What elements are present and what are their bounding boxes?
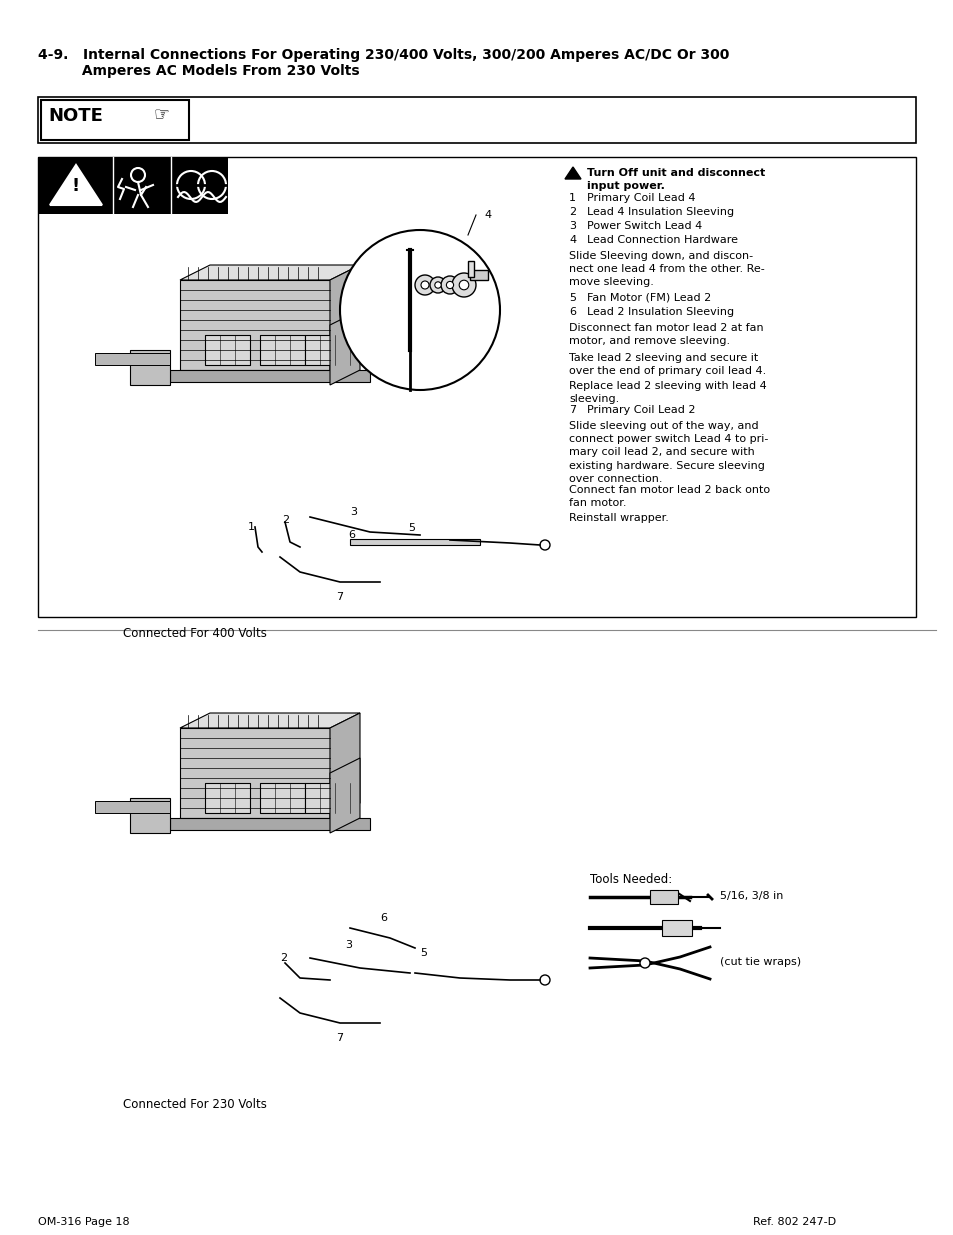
Circle shape <box>339 230 499 390</box>
Bar <box>95 802 170 813</box>
Polygon shape <box>180 713 359 727</box>
Circle shape <box>415 275 435 295</box>
Bar <box>38 157 228 214</box>
Text: 1: 1 <box>248 522 254 532</box>
Polygon shape <box>415 315 470 370</box>
Text: 5: 5 <box>568 293 576 303</box>
Text: 5: 5 <box>419 948 427 958</box>
Text: Fan Motor (FM) Lead 2: Fan Motor (FM) Lead 2 <box>586 293 711 303</box>
Text: 6: 6 <box>348 530 355 540</box>
Text: !: ! <box>71 177 80 195</box>
Text: Slide sleeving out of the way, and
connect power switch Lead 4 to pri-
mary coil: Slide sleeving out of the way, and conne… <box>568 421 767 484</box>
Text: OM-316 Page 18: OM-316 Page 18 <box>38 1216 130 1228</box>
Text: 2: 2 <box>282 515 289 525</box>
Text: Lead 4 Insulation Sleeving: Lead 4 Insulation Sleeving <box>586 207 734 217</box>
Circle shape <box>430 277 446 293</box>
Polygon shape <box>330 713 359 818</box>
Bar <box>41 100 189 140</box>
Bar <box>468 261 474 277</box>
Text: 1: 1 <box>568 193 576 203</box>
Text: 4-9.   Internal Connections For Operating 230/400 Volts, 300/200 Amperes AC/DC O: 4-9. Internal Connections For Operating … <box>38 48 729 62</box>
Circle shape <box>435 282 440 288</box>
Polygon shape <box>330 758 359 832</box>
Text: Lead Connection Hardware: Lead Connection Hardware <box>586 235 738 245</box>
Text: Ref. 802 247-D: Ref. 802 247-D <box>752 1216 835 1228</box>
Bar <box>305 335 350 366</box>
Text: Primary Coil Lead 4: Primary Coil Lead 4 <box>586 193 695 203</box>
Text: Take lead 2 sleeving and secure it
over the end of primary coil lead 4.: Take lead 2 sleeving and secure it over … <box>568 353 765 377</box>
Text: Connected For 230 Volts: Connected For 230 Volts <box>123 1098 267 1112</box>
Bar <box>305 783 350 813</box>
Text: Tools Needed:: Tools Needed: <box>589 873 672 885</box>
Bar <box>170 818 370 830</box>
Circle shape <box>639 958 649 968</box>
Circle shape <box>458 280 468 290</box>
Polygon shape <box>130 350 170 385</box>
Bar <box>38 157 915 618</box>
Text: 2: 2 <box>568 207 576 217</box>
Text: 5/16, 3/8 in: 5/16, 3/8 in <box>720 890 782 902</box>
Bar <box>260 335 305 366</box>
Bar <box>205 783 250 813</box>
Circle shape <box>440 275 458 294</box>
Text: Connect fan motor lead 2 back onto
fan motor.: Connect fan motor lead 2 back onto fan m… <box>568 485 769 508</box>
Circle shape <box>446 282 453 289</box>
Text: 3: 3 <box>345 940 352 950</box>
Circle shape <box>420 282 429 289</box>
Text: 7: 7 <box>568 405 576 415</box>
Text: Slide Sleeving down, and discon-
nect one lead 4 from the other. Re-
move sleevi: Slide Sleeving down, and discon- nect on… <box>568 251 764 288</box>
Text: 5: 5 <box>408 522 415 534</box>
Text: Power Switch Lead 4: Power Switch Lead 4 <box>586 221 701 231</box>
Text: Amperes AC Models From 230 Volts: Amperes AC Models From 230 Volts <box>38 64 359 78</box>
Bar <box>38 98 915 143</box>
Bar <box>260 783 305 813</box>
Text: Lead 2 Insulation Sleeving: Lead 2 Insulation Sleeving <box>586 308 734 317</box>
Bar <box>350 538 479 545</box>
Text: 6: 6 <box>568 308 576 317</box>
Polygon shape <box>130 798 170 832</box>
Text: Reinstall wrapper.: Reinstall wrapper. <box>568 513 668 522</box>
Text: (cut tie wraps): (cut tie wraps) <box>720 957 801 967</box>
Text: Disconnect fan motor lead 2 at fan
motor, and remove sleeving.: Disconnect fan motor lead 2 at fan motor… <box>568 324 762 346</box>
Circle shape <box>452 273 476 296</box>
Text: ☞: ☞ <box>152 105 169 124</box>
Text: NOTE: NOTE <box>48 107 103 125</box>
Polygon shape <box>330 310 359 385</box>
Text: 3: 3 <box>350 508 356 517</box>
Polygon shape <box>564 167 580 179</box>
Text: Replace lead 2 sleeving with lead 4
sleeving.: Replace lead 2 sleeving with lead 4 slee… <box>568 382 766 404</box>
Text: 3: 3 <box>568 221 576 231</box>
Polygon shape <box>180 280 330 370</box>
Bar <box>470 270 488 280</box>
Polygon shape <box>50 165 102 205</box>
Text: Turn Off unit and disconnect
input power.: Turn Off unit and disconnect input power… <box>586 168 764 191</box>
Text: 6: 6 <box>379 913 387 923</box>
Bar <box>649 890 678 904</box>
Text: 7: 7 <box>336 1032 343 1044</box>
Text: 2: 2 <box>280 953 287 963</box>
Bar <box>95 353 170 366</box>
Bar <box>205 335 250 366</box>
Polygon shape <box>330 266 359 370</box>
Polygon shape <box>180 266 359 280</box>
Bar <box>661 920 691 936</box>
Text: 4: 4 <box>568 235 576 245</box>
Text: 7: 7 <box>336 592 343 601</box>
Text: Connected For 400 Volts: Connected For 400 Volts <box>123 627 267 640</box>
Bar <box>170 370 370 382</box>
Text: Primary Coil Lead 2: Primary Coil Lead 2 <box>586 405 695 415</box>
Text: 4: 4 <box>483 210 491 220</box>
Polygon shape <box>180 727 330 818</box>
